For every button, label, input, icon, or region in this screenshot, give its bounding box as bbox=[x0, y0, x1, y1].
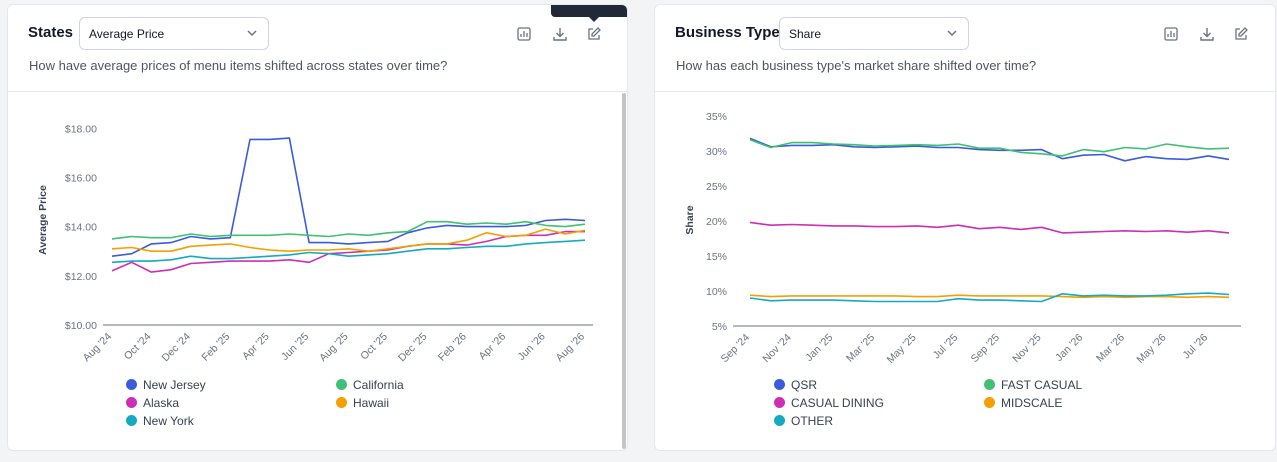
legend-label: MIDSCALE bbox=[1001, 396, 1063, 410]
legend-swatch bbox=[774, 379, 785, 390]
card-subtitle: How have average prices of menu items sh… bbox=[29, 58, 448, 73]
legend-label: QSR bbox=[791, 378, 818, 392]
x-tick-label: Nov '25 bbox=[1010, 332, 1044, 366]
legend-swatch bbox=[984, 397, 995, 408]
card-title: Business Type bbox=[675, 24, 780, 41]
edit-icon[interactable] bbox=[585, 25, 603, 43]
series-line-other[interactable] bbox=[749, 292, 1230, 303]
legend-swatch bbox=[126, 379, 137, 390]
x-tick-label: Mar '26 bbox=[1094, 332, 1127, 365]
metric-select[interactable]: Average Price bbox=[79, 17, 269, 50]
metric-select-value: Average Price bbox=[89, 27, 165, 41]
card-header: States Average Price How have average pr… bbox=[8, 5, 627, 92]
chevron-down-icon bbox=[247, 30, 257, 37]
y-tick-label: 10% bbox=[706, 286, 727, 298]
legend-swatch bbox=[126, 397, 137, 408]
business-type-line-chart: Share 5% 10% 15% 20% 25% 30% 35% Sep '24 Nov '24 J… bbox=[684, 111, 1241, 366]
x-tick-label: Aug '24 bbox=[81, 331, 115, 365]
y-tick-label: 15% bbox=[706, 251, 727, 263]
scrollbar[interactable] bbox=[622, 93, 626, 449]
legend-label: New York bbox=[143, 414, 194, 428]
x-tick-label: May '25 bbox=[884, 332, 918, 366]
legend-label: Alaska bbox=[143, 396, 180, 410]
metric-select-value: Share bbox=[789, 27, 822, 41]
y-tick-label: 35% bbox=[706, 111, 727, 123]
y-tick-label: 25% bbox=[706, 181, 727, 193]
series-line-hawaii[interactable] bbox=[111, 228, 586, 252]
states-line-chart: Average Price $10.00 $12.00 $14.00 $16.00 $18… bbox=[37, 123, 593, 365]
series-line-california[interactable] bbox=[111, 220, 586, 240]
chevron-down-icon bbox=[947, 30, 957, 37]
y-tick-label: $14.00 bbox=[65, 222, 97, 234]
legend-swatch bbox=[774, 397, 785, 408]
x-tick-label: Jun '25 bbox=[279, 331, 311, 363]
x-tick-label: Jun '26 bbox=[516, 331, 548, 363]
x-tick-label: Dec '25 bbox=[396, 331, 430, 365]
edit-icon[interactable] bbox=[1232, 25, 1250, 43]
y-tick-label: $16.00 bbox=[65, 172, 97, 184]
card-header: Business Type Share How has each busines… bbox=[655, 5, 1275, 92]
x-tick-label: Jul '25 bbox=[931, 332, 961, 362]
download-icon[interactable] bbox=[551, 25, 569, 43]
legend-label: New Jersey bbox=[143, 378, 206, 392]
x-tick-label: Jul '26 bbox=[1181, 332, 1211, 362]
card-subtitle: How has each business type's market shar… bbox=[676, 58, 1037, 73]
series-line-new-jersey[interactable] bbox=[111, 137, 586, 257]
x-tick-label: Sep '25 bbox=[969, 332, 1003, 366]
x-tick-label: Jan '25 bbox=[803, 332, 835, 364]
x-tick-label: Feb '25 bbox=[199, 331, 232, 364]
legend-swatch bbox=[336, 397, 347, 408]
legend-swatch bbox=[336, 379, 347, 390]
x-tick-label: Sep '24 bbox=[719, 332, 753, 366]
chart-type-icon[interactable] bbox=[1162, 25, 1180, 43]
download-icon[interactable] bbox=[1198, 25, 1216, 43]
x-tick-label: Dec '24 bbox=[160, 331, 194, 365]
x-tick-label: Oct '24 bbox=[122, 331, 154, 363]
series-line-fast-casual[interactable] bbox=[749, 139, 1230, 157]
y-tick-label: 20% bbox=[706, 216, 727, 228]
x-tick-label: Apr '26 bbox=[477, 331, 509, 363]
series-line-casual-dining[interactable] bbox=[749, 221, 1230, 234]
y-axis-label: Share bbox=[684, 205, 696, 234]
x-tick-label: Aug '25 bbox=[317, 331, 351, 365]
metric-select[interactable]: Share bbox=[779, 17, 969, 50]
business-type-card: Business Type Share How has each busines… bbox=[654, 4, 1276, 451]
legend-swatch bbox=[126, 415, 137, 426]
legend-swatch bbox=[984, 379, 995, 390]
x-tick-label: Jan '26 bbox=[1053, 332, 1085, 364]
legend-label: Hawaii bbox=[353, 396, 390, 410]
series-line-new-york[interactable] bbox=[111, 239, 586, 264]
x-tick-label: Feb '26 bbox=[436, 331, 469, 364]
y-axis-label: Average Price bbox=[37, 185, 49, 255]
y-tick-label: 5% bbox=[712, 321, 727, 333]
series-line-alaska[interactable] bbox=[111, 230, 585, 273]
x-tick-label: May '26 bbox=[1134, 332, 1168, 366]
legend-label: OTHER bbox=[791, 414, 833, 428]
chart-type-icon[interactable] bbox=[515, 25, 533, 43]
x-tick-label: Apr '25 bbox=[240, 331, 272, 363]
y-tick-label: $12.00 bbox=[65, 271, 97, 283]
y-tick-label: 30% bbox=[706, 146, 727, 158]
legend-label: FAST CASUAL bbox=[1001, 378, 1083, 392]
legend-swatch bbox=[774, 415, 785, 426]
x-tick-label: Nov '24 bbox=[760, 332, 794, 366]
x-tick-label: Oct '25 bbox=[358, 331, 390, 363]
y-tick-label: $18.00 bbox=[65, 123, 97, 135]
series-line-midscale[interactable] bbox=[749, 294, 1230, 299]
legend-label: CASUAL DINING bbox=[791, 396, 884, 410]
y-tick-label: $10.00 bbox=[65, 320, 97, 332]
card-title: States bbox=[28, 24, 74, 41]
x-tick-label: Aug '26 bbox=[554, 331, 588, 365]
x-tick-label: Mar '25 bbox=[844, 332, 877, 365]
states-card: States Average Price How have average pr… bbox=[7, 4, 628, 451]
legend-label: California bbox=[353, 378, 404, 392]
series-line-qsr[interactable] bbox=[749, 137, 1230, 162]
tooltip bbox=[551, 5, 627, 22]
